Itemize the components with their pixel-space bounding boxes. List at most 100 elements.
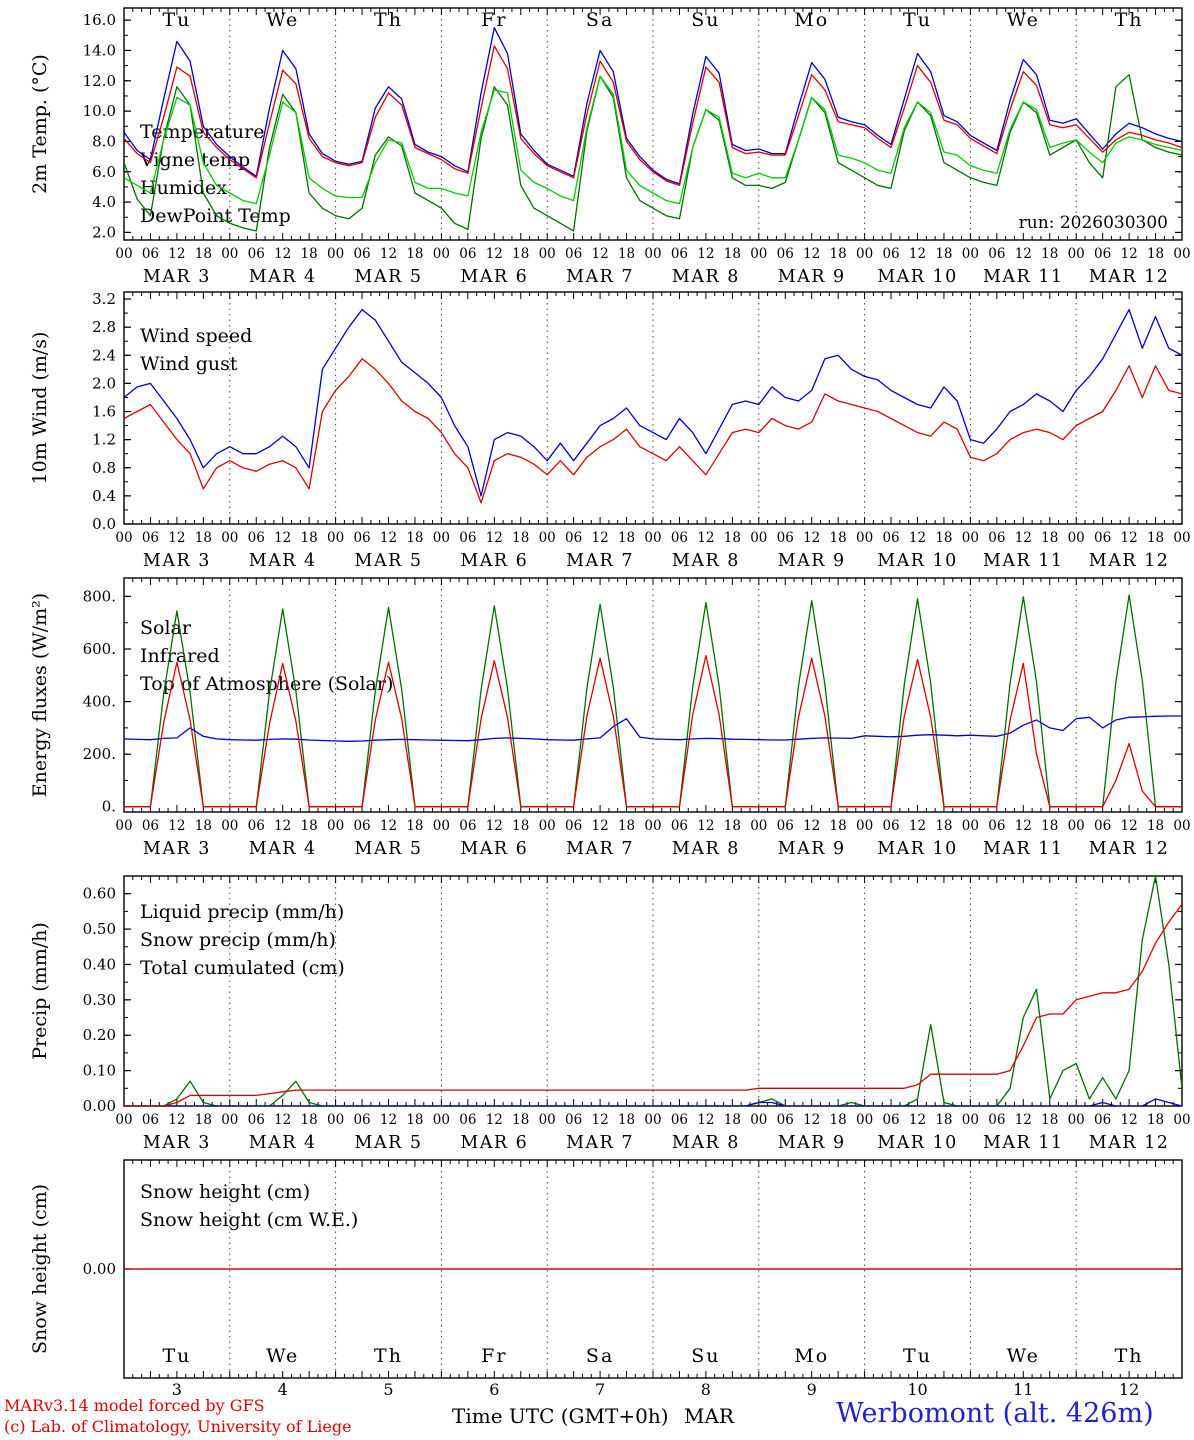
hour-tick-label: 12 [274,246,291,262]
hour-tick-label: 06 [671,246,688,262]
hour-tick-label: 12 [909,246,926,262]
hour-tick-label: 12 [380,530,397,546]
date-label: MAR 12 [1089,839,1170,859]
series-vigne-temp [124,74,1182,232]
y-tick-label: 0.20 [83,1026,116,1044]
hour-tick-label: 00 [221,530,238,546]
hour-tick-label: 06 [882,818,899,834]
series-humidex [124,27,1182,185]
weekday-label: Sa [586,1345,614,1367]
date-label: MAR 5 [355,1133,423,1153]
hour-tick-label: 18 [935,246,952,262]
date-label: MAR 9 [778,839,846,859]
hour-tick-label: 18 [830,818,847,834]
y-tick-label: 200. [83,745,116,763]
hour-tick-label: 12 [1121,246,1138,262]
hour-tick-label: 06 [777,246,794,262]
hour-tick-label: 06 [565,818,582,834]
hour-tick-label: 00 [115,246,132,262]
y-tick-label: 2.4 [92,346,116,364]
hour-tick-label: 18 [512,246,529,262]
panel-snow: 0.00 Snow height (cm) Tu 3 We 4 Th 5 Fr 6 Sa 7 Su 8 Mo… [29,1159,1183,1399]
series-total-cumulated [124,903,1182,1106]
day-number-label: 9 [807,1380,817,1399]
hour-tick-label: 06 [248,818,265,834]
hour-tick-label: 06 [882,530,899,546]
legend-energy-2: Top of Atmosphere (Solar) [140,673,393,695]
y-tick-label: 400. [83,693,116,711]
hour-tick-label: 00 [1068,1112,1085,1128]
plot-frame [123,577,1183,813]
hour-tick-label: 06 [353,246,370,262]
hour-tick-label: 00 [327,818,344,834]
hour-tick-label: 00 [750,246,767,262]
y-axis-title: 10m Wind (m/s) [29,332,51,485]
legend-temp-1: Vigne temp [139,149,250,171]
hour-tick-label: 00 [1173,530,1190,546]
date-label: MAR 10 [877,1133,958,1153]
day-number-label: 6 [489,1380,499,1399]
day-number-label: 4 [278,1380,288,1399]
hour-tick-label: 06 [988,1112,1005,1128]
hour-tick-label: 12 [486,530,503,546]
date-label: MAR 6 [460,1133,528,1153]
day-number-label: 10 [907,1380,927,1399]
hour-tick-label: 06 [777,818,794,834]
y-tick-label: 2.8 [92,318,116,336]
hour-tick-label: 06 [565,246,582,262]
hour-tick-label: 18 [1041,530,1058,546]
date-label: MAR 10 [877,839,958,859]
weekday-label: Th [1115,1345,1144,1367]
hour-tick-label: 00 [433,1112,450,1128]
date-label: MAR 8 [672,839,740,859]
weekday-label: Tu [162,1345,191,1367]
hour-tick-label: 06 [459,530,476,546]
legend-precip-0: Liquid precip (mm/h) [140,901,344,923]
hour-tick-label: 12 [168,530,185,546]
panel-energy: 0. 200. 400. 600. 800. Energy fluxes (W/m²) 00… [29,577,1191,859]
hour-tick-label: 18 [935,530,952,546]
station-name-label: Werbomont (alt. 426m) [836,1398,1154,1429]
hour-tick-label: 06 [1094,530,1111,546]
date-label: MAR 6 [460,267,528,287]
hour-tick-label: 00 [644,818,661,834]
y-tick-label: 2.0 [92,223,116,241]
hour-tick-label: 06 [565,530,582,546]
weekday-label: Tu [162,9,191,31]
hour-tick-label: 00 [539,1112,556,1128]
date-label: MAR 5 [355,839,423,859]
y-tick-label: 0. [102,798,116,816]
hour-tick-label: 00 [539,246,556,262]
hour-tick-label: 00 [856,818,873,834]
date-label: MAR 6 [460,551,528,571]
hour-tick-label: 18 [512,818,529,834]
weekday-label: Su [691,9,720,31]
panel-temp: 2.0 4.0 6.0 8.0 10.0 12.0 14.0 16.0 2m Temp. (°C… [29,7,1191,287]
legend-precip-2: Total cumulated (cm) [140,957,345,979]
date-label: MAR 10 [877,551,958,571]
hour-tick-label: 06 [142,818,159,834]
hour-tick-label: 18 [1147,1112,1164,1128]
date-label: MAR 9 [778,1133,846,1153]
hour-tick-label: 00 [644,530,661,546]
hour-tick-label: 12 [486,1112,503,1128]
hour-tick-label: 00 [327,246,344,262]
hour-tick-label: 00 [1173,818,1190,834]
hour-tick-label: 12 [380,246,397,262]
weekday-label: We [266,9,299,31]
date-label: MAR 4 [249,551,317,571]
date-label: MAR 4 [249,267,317,287]
plot-frame [123,7,1183,241]
panel-precip: 0.00 0.10 0.20 0.30 0.40 0.50 0.60 Precip (mm/h… [29,875,1191,1153]
hour-tick-label: 00 [856,1112,873,1128]
y-tick-label: 2.0 [92,374,116,392]
series-temperature [124,45,1182,187]
hour-tick-label: 00 [644,246,661,262]
date-label: MAR 8 [672,1133,740,1153]
y-tick-label: 0.10 [83,1062,116,1080]
day-number-label: 3 [172,1380,182,1399]
date-label: MAR 3 [143,267,211,287]
hour-tick-label: 12 [168,1112,185,1128]
legend-precip-1: Snow precip (mm/h) [140,929,336,951]
